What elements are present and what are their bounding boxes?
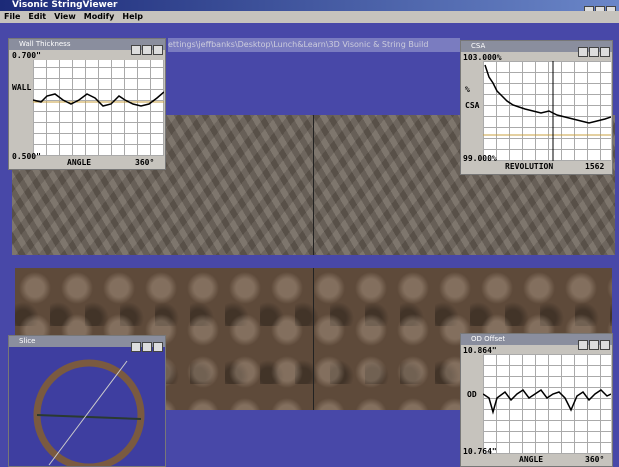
trace [33, 60, 164, 156]
y-min-label: 99.000% [463, 154, 497, 163]
plot-area [483, 61, 611, 161]
trace [483, 61, 611, 161]
cursor-line [313, 115, 314, 255]
menu-item[interactable]: File [4, 12, 20, 21]
x-max-label: 360° [135, 158, 154, 167]
y-axis-label: CSA [465, 101, 473, 110]
menu-item[interactable]: View [54, 12, 76, 21]
x-axis-label: ANGLE [67, 158, 91, 167]
menu-bar: File Edit View Modify Help [0, 11, 619, 23]
cursor-line [313, 268, 314, 410]
y-min-label: 10.764" [463, 447, 497, 456]
slice-window: Slice [8, 335, 166, 467]
panel-buttons[interactable] [577, 335, 610, 354]
trace [483, 354, 611, 454]
x-axis-label: REVOLUTION [505, 162, 553, 171]
y-min-label: 0.500" [12, 152, 41, 161]
x-axis-label: ANGLE [519, 455, 543, 464]
file-path: ettings\jeffbanks\Desktop\Lunch&Learn\3D… [168, 38, 460, 52]
menu-item[interactable]: Help [122, 12, 143, 21]
title-bar: Visonic StringViewer [0, 0, 619, 11]
y-max-label: 0.700" [12, 51, 41, 60]
menu-item[interactable]: Modify [84, 12, 115, 21]
y-axis-label: WALL [12, 83, 20, 92]
od-offset-window: OD Offset 10.864" OD 10.764" ANGLE 360° [460, 333, 613, 467]
x-max-label: 360° [585, 455, 604, 464]
csa-window: CSA 103.000% % CSA 99.000% REVOLUTION 15… [460, 40, 613, 175]
wall-thickness-window: Wall Thickness 0.700" WALL 0.500" ANGLE … [8, 38, 166, 170]
x-max-label: 1562 [585, 162, 604, 171]
slice-view [9, 347, 165, 466]
y-max-label: 10.864" [463, 346, 497, 355]
plot-area [33, 60, 164, 156]
y-max-label: 103.000% [463, 53, 502, 62]
plot-area [483, 354, 611, 454]
panel-buttons[interactable] [130, 40, 163, 59]
menu-item[interactable]: Edit [28, 12, 46, 21]
panel-buttons[interactable] [577, 42, 610, 61]
y-axis-label: % [465, 85, 470, 94]
app-window: Visonic StringViewer File Edit View Modify H… [0, 0, 619, 467]
y-axis-label: OD [467, 390, 475, 399]
